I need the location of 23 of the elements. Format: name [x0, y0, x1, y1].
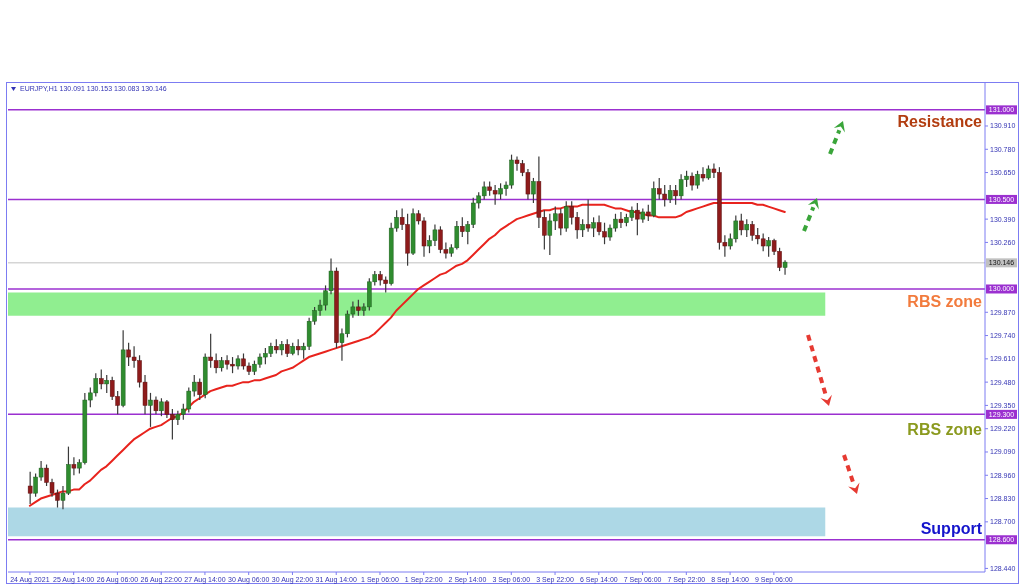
candlestick	[591, 216, 596, 238]
candlestick	[739, 213, 744, 236]
text: RBS zone	[907, 420, 982, 439]
text: RBS zone	[907, 292, 982, 311]
candlestick	[27, 471, 33, 505]
candlestick	[558, 207, 564, 236]
candlestick	[148, 392, 153, 428]
candlestick	[585, 198, 591, 233]
candlestick	[782, 259, 788, 276]
candlestick	[700, 166, 706, 183]
candlestick	[563, 200, 569, 233]
text: Support	[920, 519, 982, 538]
candlestick	[197, 377, 202, 401]
candlestick	[531, 177, 536, 204]
candlestick	[71, 456, 77, 476]
line-series	[28, 202, 786, 507]
candlestick	[635, 202, 640, 236]
candlestick	[618, 211, 624, 229]
candlestick	[99, 368, 104, 390]
candlestick	[766, 236, 771, 258]
candlestick	[460, 216, 465, 238]
candlestick	[673, 184, 678, 206]
text: Resistance	[897, 112, 982, 131]
